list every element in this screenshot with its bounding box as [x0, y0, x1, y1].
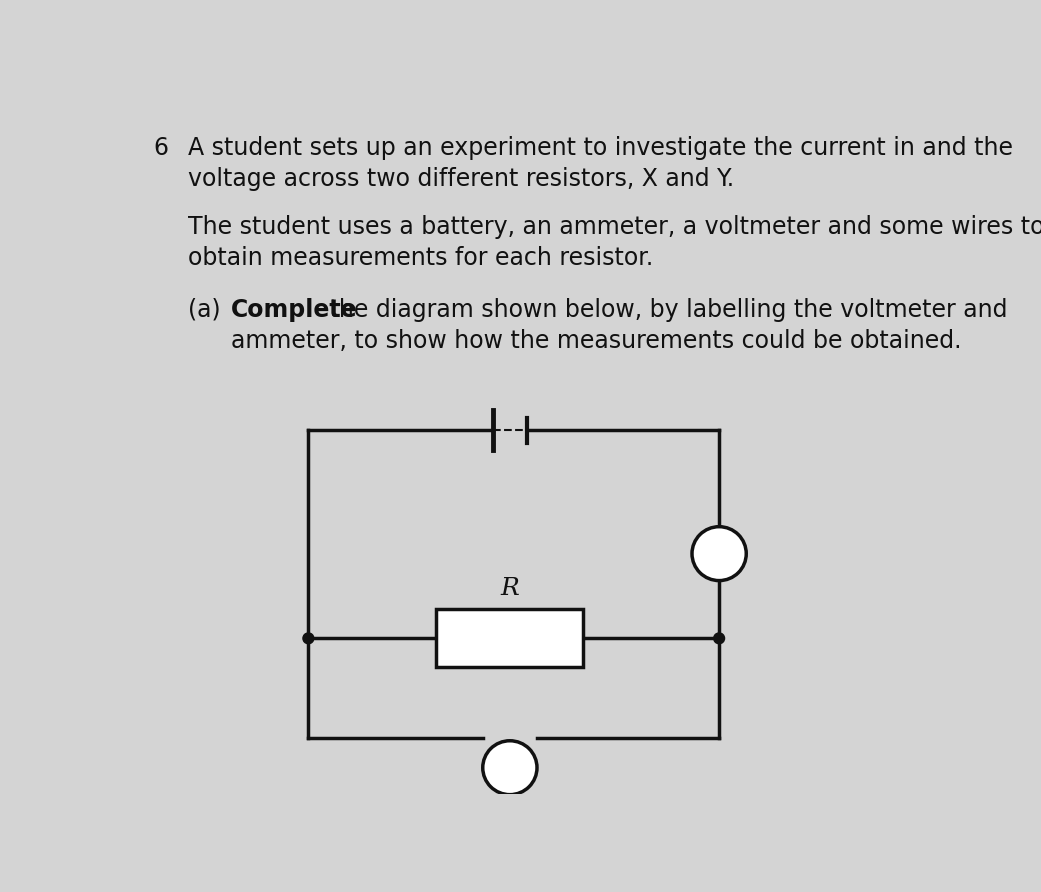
Text: obtain measurements for each resistor.: obtain measurements for each resistor.: [188, 245, 654, 269]
Circle shape: [483, 740, 537, 795]
Circle shape: [692, 526, 746, 581]
Circle shape: [303, 633, 313, 644]
Circle shape: [714, 633, 725, 644]
Text: R: R: [501, 577, 519, 600]
Text: voltage across two different resistors, X and Y.: voltage across two different resistors, …: [188, 167, 734, 191]
Text: Complete: Complete: [231, 298, 357, 322]
Text: (a): (a): [188, 298, 221, 322]
Text: The student uses a battery, an ammeter, a voltmeter and some wires to: The student uses a battery, an ammeter, …: [188, 215, 1041, 239]
Text: the diagram shown below, by labelling the voltmeter and: the diagram shown below, by labelling th…: [323, 298, 1008, 322]
Text: 6: 6: [153, 136, 169, 161]
Text: ammeter, to show how the measurements could be obtained.: ammeter, to show how the measurements co…: [231, 329, 962, 353]
Text: A student sets up an experiment to investigate the current in and the: A student sets up an experiment to inves…: [188, 136, 1013, 161]
Bar: [436, 609, 584, 667]
